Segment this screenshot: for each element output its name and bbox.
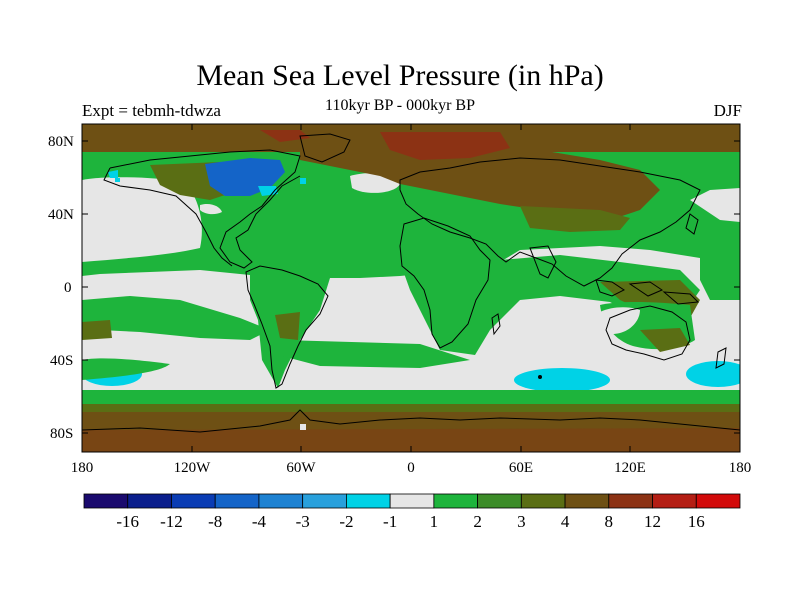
colorbar-swatch <box>652 493 697 509</box>
colorbar-label: 4 <box>561 512 570 531</box>
longitude-labels: 180 120W 60W 0 60E 120E 180 <box>71 460 752 476</box>
colorbar-swatch <box>477 493 522 509</box>
colorbar-label: 12 <box>644 512 661 531</box>
colorbar-swatch <box>302 493 347 509</box>
longitude-axis <box>81 124 741 452</box>
colorbar-label: -4 <box>252 512 267 531</box>
colorbar-swatch <box>695 493 741 509</box>
lon-tick-120w: 120W <box>174 460 212 476</box>
season-label: DJF <box>713 101 742 120</box>
colorbar-swatch <box>214 493 260 509</box>
colorbar-swatch <box>171 493 216 509</box>
lon-tick-180w: 180 <box>71 460 94 476</box>
lon-tick-60e: 60E <box>509 460 533 476</box>
coastlines <box>82 133 740 433</box>
lon-tick-120e: 120E <box>614 460 646 476</box>
colorbar-label: 2 <box>473 512 482 531</box>
colorbar-swatch <box>433 493 479 509</box>
lat-tick-80n: 80N <box>48 134 74 150</box>
colorbar-label: -3 <box>296 512 310 531</box>
colorbar-swatch <box>345 493 391 509</box>
colorbar-label: -8 <box>208 512 222 531</box>
colorbar-swatch <box>127 493 172 509</box>
colorbar-swatch <box>608 493 653 509</box>
colorbar-label: -1 <box>383 512 397 531</box>
colorbar-swatch <box>389 493 435 509</box>
colorbar-swatch <box>564 493 610 509</box>
colorbar-label: 3 <box>517 512 526 531</box>
map-title: Mean Sea Level Pressure (in hPa) <box>196 59 604 92</box>
colorbar-label: 1 <box>430 512 439 531</box>
latitude-axis <box>82 140 740 434</box>
lat-tick-40n: 40N <box>48 207 74 223</box>
map-subtitle: 110kyr BP - 000kyr BP <box>325 97 475 114</box>
colorbar-swatch <box>520 493 566 509</box>
colorbar-swatch <box>258 493 304 509</box>
colorbar-label: 16 <box>688 512 705 531</box>
colorbar-label: -12 <box>160 512 183 531</box>
latitude-labels: 80N 40N 0 40S 80S <box>48 134 74 442</box>
lon-tick-60w: 60W <box>286 460 316 476</box>
colorbar-label: -2 <box>339 512 353 531</box>
lat-tick-0: 0 <box>64 280 72 296</box>
colorbar: -16 -12 -8 -4 -3 -2 -1 1 2 3 4 8 12 16 <box>83 493 741 531</box>
lat-tick-80s: 80S <box>50 426 73 442</box>
lon-tick-180e: 180 <box>729 460 752 476</box>
experiment-label: Expt = tebmh-tdwza <box>82 101 221 120</box>
colorbar-label: 8 <box>605 512 614 531</box>
colorbar-swatch <box>83 493 129 509</box>
colorbar-label: -16 <box>116 512 139 531</box>
lat-tick-40s: 40S <box>50 353 73 369</box>
lon-tick-0: 0 <box>407 460 415 476</box>
